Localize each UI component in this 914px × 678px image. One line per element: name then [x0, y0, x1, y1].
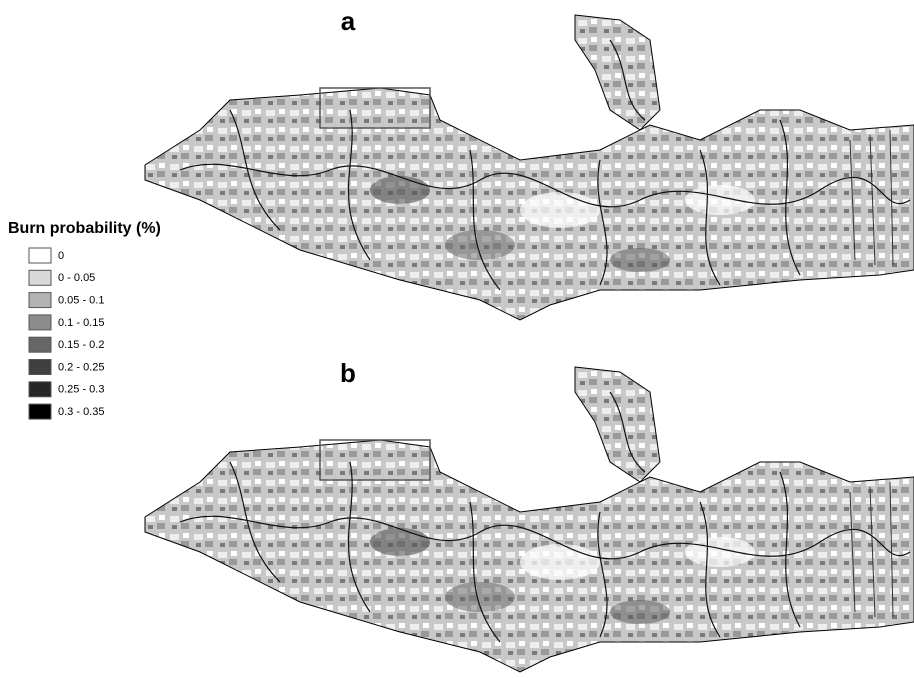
legend-swatch — [29, 404, 51, 419]
legend-label: 0.1 - 0.15 — [58, 317, 104, 329]
panel-label: a — [341, 6, 356, 36]
map-b — [145, 367, 914, 672]
legend-swatch — [29, 337, 51, 352]
panel-label: b — [340, 358, 356, 388]
legend-swatch — [29, 270, 51, 285]
legend-swatch — [29, 360, 51, 375]
legend-title: Burn probability (%) — [8, 220, 161, 237]
legend-label: 0.25 - 0.3 — [58, 384, 104, 396]
legend-label: 0.05 - 0.1 — [58, 295, 104, 307]
legend-swatch — [29, 315, 51, 330]
map-a — [145, 15, 914, 320]
legend-label: 0 — [58, 250, 64, 262]
legend: 0 0 - 0.05 0.05 - 0.1 0.1 - 0.15 0.15 - 0.2 0… — [29, 248, 104, 419]
legend-label: 0.15 - 0.2 — [58, 339, 104, 351]
figure: a b Burn probability (%) 0 0 - 0.05 0.05 -… — [0, 0, 914, 678]
legend-swatch — [29, 293, 51, 308]
legend-label: 0 - 0.05 — [58, 272, 95, 284]
legend-label: 0.2 - 0.25 — [58, 361, 104, 373]
legend-swatch — [29, 248, 51, 263]
legend-label: 0.3 - 0.35 — [58, 406, 104, 418]
legend-swatch — [29, 382, 51, 397]
